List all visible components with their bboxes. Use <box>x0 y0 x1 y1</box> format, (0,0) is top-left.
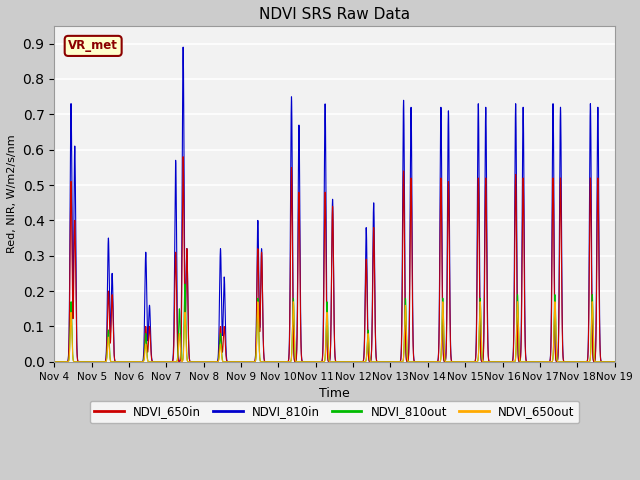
NDVI_810out <box>181 281 189 287</box>
NDVI_650in <box>492 359 499 365</box>
NDVI_650out <box>260 359 268 365</box>
NDVI_810in <box>179 44 187 50</box>
NDVI_810in <box>164 359 172 365</box>
NDVI_650out <box>492 359 499 365</box>
NDVI_650out <box>51 359 58 365</box>
Line: NDVI_650out: NDVI_650out <box>54 302 614 362</box>
NDVI_810out <box>609 359 616 365</box>
NDVI_650in <box>125 359 132 365</box>
NDVI_810out <box>412 359 420 365</box>
NDVI_810out <box>260 359 268 365</box>
Y-axis label: Red, NIR, W/m2/s/nm: Red, NIR, W/m2/s/nm <box>7 134 17 253</box>
Text: VR_met: VR_met <box>68 39 118 52</box>
NDVI_650in <box>179 154 187 160</box>
NDVI_650in <box>170 328 178 334</box>
NDVI_810in <box>260 356 268 362</box>
NDVI_650in <box>260 357 268 362</box>
NDVI_650out <box>164 359 172 365</box>
Legend: NDVI_650in, NDVI_810in, NDVI_810out, NDVI_650out: NDVI_650in, NDVI_810in, NDVI_810out, NDV… <box>90 401 579 423</box>
NDVI_650in <box>164 359 172 365</box>
NDVI_650in <box>412 359 420 365</box>
Title: NDVI SRS Raw Data: NDVI SRS Raw Data <box>259 7 410 22</box>
NDVI_810in <box>609 359 617 365</box>
NDVI_810in <box>611 359 618 365</box>
NDVI_810in <box>51 359 58 365</box>
NDVI_810in <box>170 301 178 307</box>
Line: NDVI_650in: NDVI_650in <box>54 157 614 362</box>
NDVI_810out <box>51 359 58 365</box>
NDVI_810in <box>492 359 499 365</box>
NDVI_650out <box>170 359 178 365</box>
NDVI_650in <box>609 359 617 365</box>
NDVI_810out <box>492 359 499 365</box>
NDVI_810out <box>611 359 618 365</box>
Line: NDVI_810in: NDVI_810in <box>54 47 614 362</box>
NDVI_650out <box>412 359 420 365</box>
Line: NDVI_810out: NDVI_810out <box>54 284 614 362</box>
NDVI_650in <box>611 359 618 365</box>
X-axis label: Time: Time <box>319 387 350 400</box>
NDVI_650in <box>51 359 58 365</box>
NDVI_650out <box>588 299 596 305</box>
NDVI_810in <box>412 359 420 365</box>
NDVI_810in <box>125 359 132 365</box>
NDVI_810out <box>170 359 178 365</box>
NDVI_650out <box>609 359 616 365</box>
NDVI_810out <box>164 359 172 365</box>
NDVI_650out <box>611 359 618 365</box>
